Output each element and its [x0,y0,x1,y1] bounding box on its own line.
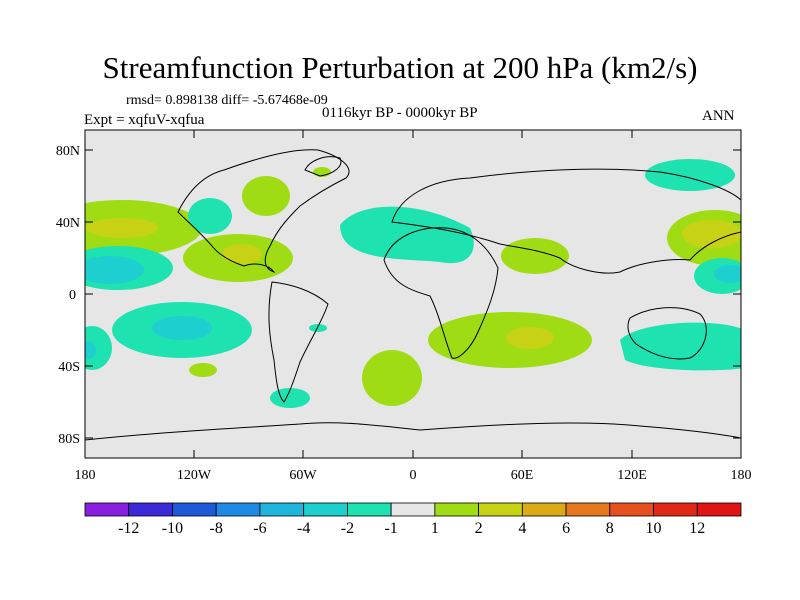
colorbar-tick-label: 2 [475,520,483,537]
map-background [85,130,741,458]
season-label: ANN [702,108,735,124]
colorbar-swatch [565,502,611,517]
africa-coast [383,227,499,359]
colorbar-swatch [303,502,348,517]
colorbar-tick-label: 10 [646,520,662,537]
colorbar-swatch [434,502,480,517]
greenland-coast [304,156,342,177]
lat-label-40n: 40N [56,216,80,231]
contour-patch [506,327,554,349]
contour-patch [85,326,112,370]
colorbar-swatch [478,502,523,517]
colorbar-tick-label: 8 [606,520,614,537]
colorbar-swatch [215,502,261,517]
contour-patch [188,198,232,234]
colorbar-tick-label: -2 [341,520,354,537]
colorbar-tick-label: -10 [162,520,183,537]
colorbar-tick-label: 6 [562,520,570,537]
plot-title: Streamfunction Perturbation at 200 hPa (… [102,50,698,85]
contour-fields [85,159,741,408]
lon-label-0: 0 [410,468,417,483]
longitude-ticks [193,130,633,458]
latitude-ticks [85,149,741,439]
lat-label-80n: 80N [56,144,80,159]
lat-label-0: 0 [69,288,76,303]
colorbar-swatch [172,502,217,517]
contour-patch [222,244,262,264]
lon-label-60e: 60E [511,468,534,483]
colorbar-swatch [84,502,130,517]
colorbar-tick-label: -8 [210,520,223,537]
colorbar-tick-label: 1 [431,520,439,537]
contour-patch [189,363,217,377]
contour-patch [714,265,741,283]
contour-patch [86,218,158,238]
time-period-label: 0116kyr BP - 0000kyr BP [322,105,478,121]
contour-patch [645,159,735,191]
colorbar-tick-label: -12 [118,520,139,537]
contour-patch [85,256,144,284]
contour-patch [501,238,569,274]
lon-label-60w: 60W [289,468,317,483]
lon-label-120w: 120W [177,468,212,483]
contour-patch [242,176,290,216]
colorbar-swatch [390,502,436,517]
south-america-coast [268,281,329,403]
statistics-text: rmsd= 0.898138 diff= -5.67468e-09 [126,93,328,108]
colorbar [84,502,742,517]
experiment-label: Expt = xqfuV-xqfua [84,112,205,128]
contour-patch [152,316,212,340]
colorbar-swatch [128,502,173,517]
contour-patch [270,388,310,408]
colorbar-tick-label: 4 [518,520,526,537]
colorbar-swatch [259,502,305,517]
contour-patch [620,322,741,371]
lon-label-120e: 120E [617,468,647,483]
australia-coast [627,307,707,360]
colorbar-swatch [653,502,698,517]
colorbar-tick-label: -4 [297,520,310,537]
lat-label-40s: 40S [58,360,80,375]
north-america-coast [177,149,350,273]
contour-patch [85,341,96,359]
contour-patch [309,324,327,332]
colorbar-labels: -12 -10 -8 -6 -4 -2 -1 1 2 4 6 8 10 12 [118,520,705,537]
colorbar-tick-label: 12 [689,520,705,537]
antarctica-coast [85,422,741,441]
lat-label-80s: 80S [58,432,80,447]
lon-label-180w: 180 [75,468,96,483]
colorbar-tick-label: -6 [253,520,266,537]
colorbar-tick-label: -1 [384,520,397,537]
colorbar-swatch [609,502,654,517]
eurasia-coast [391,168,741,274]
colorbar-swatch [346,502,392,517]
contour-patch [362,350,422,406]
coastlines [85,149,741,441]
contour-patch [682,220,741,248]
lon-label-180e: 180 [731,468,752,483]
colorbar-swatch [521,502,567,517]
colorbar-swatch [696,502,742,517]
